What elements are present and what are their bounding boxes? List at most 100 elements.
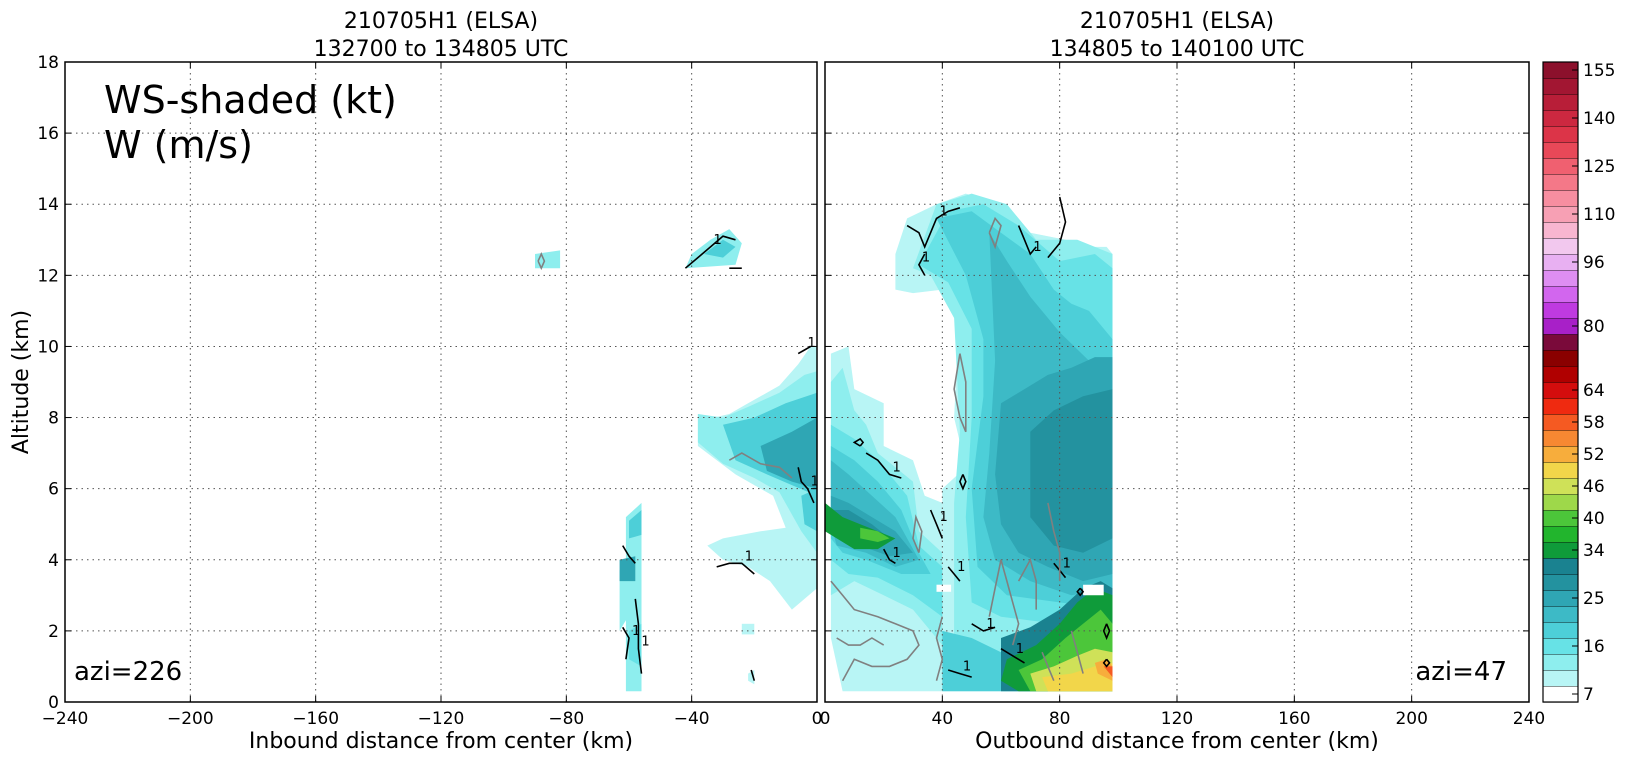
contour-label: 1 (641, 635, 649, 650)
w-contour (728, 452, 793, 479)
colorbar-tick-label: 40 (1583, 509, 1605, 529)
w-contour (988, 559, 1020, 646)
y-tick-label: 10 (37, 337, 59, 357)
right-panel-grid (825, 62, 1529, 702)
w-contour (906, 207, 961, 250)
w-contour (971, 623, 996, 632)
w-contour (1070, 630, 1084, 674)
colorbar-swatch (1542, 125, 1579, 143)
colorbar-swatch (1542, 365, 1579, 383)
w-contour (797, 467, 815, 504)
y-tick-label: 14 (37, 195, 59, 215)
y-tick-label: 8 (48, 409, 59, 429)
x-tick-label: −200 (167, 709, 214, 729)
colorbar-tick-label: 58 (1583, 413, 1605, 433)
colorbar-tick-label: 25 (1583, 589, 1605, 609)
colorbar-tick-label: 110 (1583, 205, 1615, 225)
right-panel-azimuth-label: azi=47 (1415, 657, 1507, 687)
w-contour (622, 626, 630, 660)
w-contour (1076, 587, 1085, 597)
contour-label: 1 (922, 251, 930, 266)
colorbar-frame (1542, 61, 1579, 703)
colorbar-tick-label: 96 (1583, 253, 1605, 273)
colorbar-swatch (1542, 461, 1579, 479)
w-contour (1017, 557, 1037, 610)
contour-label: 1 (939, 510, 947, 525)
w-contour (865, 452, 902, 479)
x-tick-label: −160 (292, 709, 339, 729)
x-tick-label: 80 (1049, 709, 1071, 729)
wind-speed-region (1030, 389, 1113, 553)
colorbar-tick-label: 16 (1583, 637, 1605, 657)
colorbar-swatch (1542, 397, 1579, 415)
wind-speed-region (704, 239, 736, 258)
w-contour (830, 580, 920, 682)
wind-speed-region (860, 527, 890, 542)
colorbar-swatch (1542, 141, 1579, 159)
left-panel-ylabel: Altitude (km) (9, 310, 34, 454)
y-tick-label: 16 (37, 124, 59, 144)
w-contour (935, 616, 944, 681)
colorbar-tick-label: 34 (1583, 541, 1605, 561)
left-panel-shading (535, 229, 817, 692)
wind-speed-region (760, 417, 817, 489)
w-contour (537, 252, 546, 271)
colorbar-swatch (1542, 573, 1579, 591)
left-panel-subtitle: 132700 to 134805 UTC (314, 37, 569, 62)
ws-annotation-line2: W (m/s) (104, 123, 253, 167)
colorbar-swatch (1542, 669, 1579, 687)
wind-speed-region (741, 623, 755, 635)
colorbar-tick-label: 52 (1583, 445, 1605, 465)
ws-annotation-line1: WS-shaded (kt) (104, 78, 397, 122)
contour-label: 1 (986, 617, 994, 632)
left-panel: 210705H1 (ELSA) 132700 to 134805 UTC 111… (9, 9, 822, 754)
y-tick-label: 18 (37, 53, 59, 73)
x-tick-label: −80 (548, 709, 584, 729)
right-panel-xlabel: Outbound distance from center (km) (975, 729, 1379, 754)
colorbar-swatch (1542, 653, 1579, 671)
w-contour (953, 353, 967, 433)
contour-label: 1 (632, 624, 640, 639)
colorbar-tick-label: 64 (1583, 381, 1605, 401)
w-contour (912, 514, 923, 554)
wind-speed-region (619, 556, 636, 582)
w-contour (1041, 651, 1055, 682)
y-tick-label: 2 (48, 622, 59, 642)
right-panel-subtitle: 134805 to 140100 UTC (1050, 37, 1305, 62)
colorbar: 7 16 25 34 40 46 52 58 64 80 96 110 125 140 155 (1542, 61, 1615, 705)
x-tick-label: 0 (812, 709, 823, 729)
colorbar-swatch (1542, 237, 1579, 255)
wind-speed-region (1103, 666, 1113, 678)
colorbar-tick-label: 155 (1583, 61, 1615, 81)
w-contour (1102, 623, 1111, 641)
w-contour (947, 669, 972, 678)
colorbar-swatch (1542, 285, 1579, 303)
contour-label: 1 (1063, 556, 1071, 571)
x-tick-label: 200 (1395, 709, 1427, 729)
x-tick-label: −120 (418, 709, 465, 729)
colorbar-swatch (1542, 493, 1579, 511)
colorbar-swatch (1542, 605, 1579, 623)
w-contour (797, 345, 812, 355)
w-contour (836, 637, 885, 646)
x-tick-label: 0 (820, 709, 831, 729)
y-tick-label: 4 (48, 551, 59, 571)
w-contour (917, 253, 926, 276)
w-contour (947, 566, 961, 582)
right-panel-title: 210705H1 (ELSA) (1080, 9, 1274, 34)
right-panel-shading (825, 193, 1113, 692)
contour-label: 1 (939, 204, 947, 219)
w-contour (882, 548, 896, 564)
w-contour (716, 562, 755, 575)
colorbar-swatch (1542, 221, 1579, 239)
w-contour (750, 669, 756, 681)
colorbar-swatch (1542, 349, 1579, 367)
left-panel-ticks: −240 −200 −160 −120 −80 −40 0 0 2 4 6 8 10 12 14 16 18 (37, 53, 822, 729)
w-contour (988, 216, 1002, 250)
contour-label: 1 (713, 233, 721, 248)
wind-speed-region (1083, 584, 1104, 596)
w-contour (959, 474, 967, 491)
w-contour (1000, 648, 1025, 664)
